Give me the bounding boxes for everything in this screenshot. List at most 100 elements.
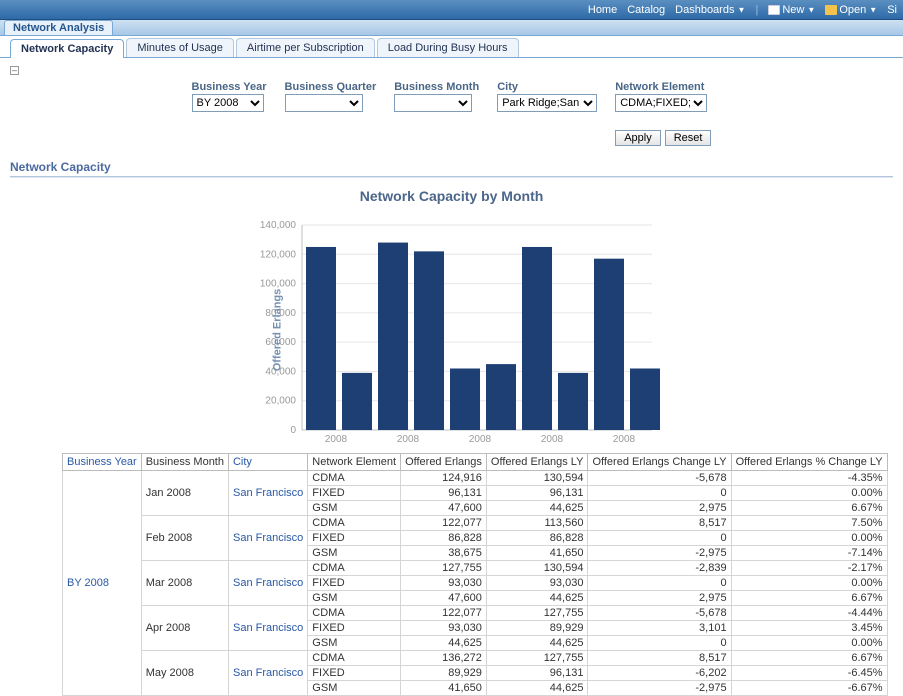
chart-bar[interactable]	[558, 373, 588, 430]
table-cell: CDMA	[308, 516, 401, 531]
table-cell: 93,030	[401, 621, 487, 636]
table-cell: 130,594	[486, 471, 588, 486]
filter-label: Business Month	[394, 81, 479, 93]
table-cell: 122,077	[401, 606, 487, 621]
table-cell: -6,202	[588, 666, 731, 681]
table-cell: 93,030	[401, 576, 487, 591]
chevron-down-icon: ▼	[738, 5, 746, 14]
table-cell: 41,650	[401, 681, 487, 696]
table-cell: 127,755	[401, 561, 487, 576]
table-cell: 122,077	[401, 516, 487, 531]
business-year-select[interactable]: BY 2008	[192, 94, 264, 112]
nav-new[interactable]: New ▼	[768, 4, 815, 16]
table-cell: -6.67%	[731, 681, 887, 696]
filter-business-year: Business Year BY 2008	[192, 81, 267, 146]
table-link[interactable]: San Francisco	[233, 667, 303, 679]
chart-bar[interactable]	[306, 247, 336, 430]
chart-bar[interactable]	[486, 364, 516, 430]
column-header[interactable]: City	[228, 454, 307, 471]
filter-label: Business Year	[192, 81, 267, 93]
column-header[interactable]: Offered Erlangs Change LY	[588, 454, 731, 471]
chart-bar[interactable]	[630, 369, 660, 431]
chevron-down-icon: ▼	[869, 5, 877, 14]
content-area: – Business Year BY 2008 Business Quarter…	[0, 58, 903, 696]
nav-dashboards[interactable]: Dashboards ▼	[675, 4, 745, 16]
table-cell: 0.00%	[731, 576, 887, 591]
apply-button[interactable]: Apply	[615, 130, 661, 146]
table-cell: 3.45%	[731, 621, 887, 636]
tab-minutes-of-usage[interactable]: Minutes of Usage	[126, 38, 234, 57]
table-cell: 96,131	[401, 486, 487, 501]
chart-bar[interactable]	[522, 247, 552, 430]
table-link[interactable]: BY 2008	[67, 577, 109, 589]
table-cell: San Francisco	[228, 471, 307, 516]
column-header[interactable]: Offered Erlangs % Change LY	[731, 454, 887, 471]
svg-text:120,000: 120,000	[259, 249, 296, 260]
folder-icon	[825, 5, 837, 15]
table-cell: GSM	[308, 546, 401, 561]
table-cell: 6.67%	[731, 651, 887, 666]
chart-title: Network Capacity by Month	[10, 188, 893, 204]
nav-open[interactable]: Open ▼	[825, 4, 877, 16]
chart-bar[interactable]	[450, 369, 480, 431]
nav-catalog[interactable]: Catalog	[627, 4, 665, 16]
nav-home[interactable]: Home	[588, 4, 617, 16]
table-cell: -4.35%	[731, 471, 887, 486]
table-cell: -2,975	[588, 546, 731, 561]
table-cell: 0	[588, 576, 731, 591]
table-link[interactable]: San Francisco	[233, 577, 303, 589]
table-cell: 2,975	[588, 501, 731, 516]
table-cell: 96,131	[486, 666, 588, 681]
top-nav-bar: Home Catalog Dashboards ▼ | New ▼ Open ▼…	[0, 0, 903, 20]
network-element-select[interactable]: CDMA;FIXED;G	[615, 94, 707, 112]
table-cell: 86,828	[486, 531, 588, 546]
table-link[interactable]: San Francisco	[233, 622, 303, 634]
table-cell: 0.00%	[731, 636, 887, 651]
chart-bar[interactable]	[414, 251, 444, 430]
chart-bar[interactable]	[342, 373, 372, 430]
table-cell: 127,755	[486, 606, 588, 621]
nav-si[interactable]: Si	[887, 4, 897, 16]
table-row: May 2008San FranciscoCDMA136,272127,7558…	[63, 651, 888, 666]
reset-button[interactable]: Reset	[665, 130, 712, 146]
table-cell: Apr 2008	[141, 606, 228, 651]
table-link[interactable]: San Francisco	[233, 532, 303, 544]
table-cell: 7.50%	[731, 516, 887, 531]
table-cell: 6.67%	[731, 501, 887, 516]
table-cell: 8,517	[588, 516, 731, 531]
table-cell: 0	[588, 531, 731, 546]
section-divider	[10, 176, 893, 178]
table-cell: Mar 2008	[141, 561, 228, 606]
tab-airtime-per-subscription[interactable]: Airtime per Subscription	[236, 38, 375, 57]
table-cell: -7.14%	[731, 546, 887, 561]
collapse-toggle[interactable]: –	[10, 66, 19, 75]
filter-label: Business Quarter	[285, 81, 377, 93]
tab-load-during-busy-hours[interactable]: Load During Busy Hours	[377, 38, 519, 57]
nav-separator: |	[755, 4, 758, 16]
column-header[interactable]: Network Element	[308, 454, 401, 471]
table-cell: CDMA	[308, 606, 401, 621]
table-cell: Jan 2008	[141, 471, 228, 516]
table-link[interactable]: San Francisco	[233, 487, 303, 499]
table-cell: 44,625	[486, 501, 588, 516]
chevron-down-icon: ▼	[807, 5, 815, 14]
business-month-select[interactable]	[394, 94, 472, 112]
column-header[interactable]: Offered Erlangs	[401, 454, 487, 471]
svg-text:0: 0	[290, 425, 296, 436]
document-icon	[768, 5, 780, 15]
page-title: Network Analysis	[4, 20, 113, 35]
column-header[interactable]: Business Year	[63, 454, 142, 471]
table-cell: 47,600	[401, 501, 487, 516]
column-header[interactable]: Business Month	[141, 454, 228, 471]
table-cell: BY 2008	[63, 471, 142, 696]
table-cell: FIXED	[308, 531, 401, 546]
chart-bar[interactable]	[378, 243, 408, 430]
column-header[interactable]: Offered Erlangs LY	[486, 454, 588, 471]
chart-bar[interactable]	[594, 259, 624, 430]
svg-text:2008: 2008	[540, 434, 563, 445]
table-cell: 86,828	[401, 531, 487, 546]
tab-network-capacity[interactable]: Network Capacity	[10, 39, 124, 58]
table-cell: 2,975	[588, 591, 731, 606]
city-select[interactable]: Park Ridge;San	[497, 94, 597, 112]
business-quarter-select[interactable]	[285, 94, 363, 112]
